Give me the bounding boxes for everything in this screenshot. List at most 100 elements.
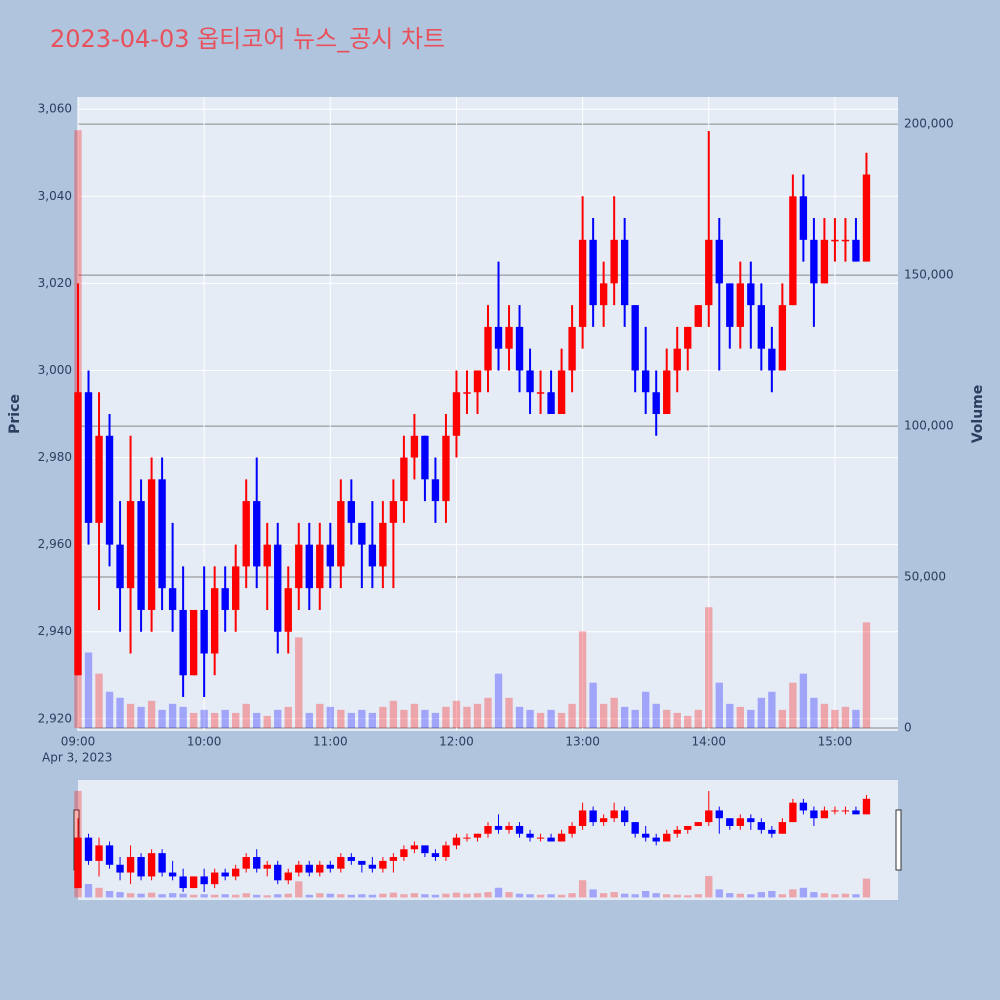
candle-body xyxy=(652,392,660,414)
slider-volume-bar xyxy=(778,894,787,898)
y-tick-label: 2,980 xyxy=(38,450,72,464)
candle-body xyxy=(189,609,198,676)
y-tick-label: 2,960 xyxy=(38,537,72,551)
candle-body xyxy=(126,501,135,589)
volume-bar xyxy=(852,709,860,728)
candle-body xyxy=(820,239,829,284)
slider-body xyxy=(831,810,839,812)
volume-bar xyxy=(305,712,313,728)
candle-body xyxy=(147,479,156,610)
slider-volume-bar xyxy=(326,893,334,898)
slider-body xyxy=(589,810,597,823)
candle-body xyxy=(673,348,681,371)
candle-body xyxy=(789,196,797,306)
slider-volume-bar xyxy=(610,892,618,898)
slider-body xyxy=(452,837,461,846)
candle-body xyxy=(221,588,229,610)
slider-volume-bar xyxy=(168,893,177,898)
slider-volume-bar xyxy=(810,892,818,898)
slider-body xyxy=(232,868,240,877)
candle-body xyxy=(589,239,597,306)
slider-volume-bar xyxy=(263,895,271,898)
slider-volume-bar xyxy=(736,893,744,898)
slider-body xyxy=(295,864,303,873)
slider-volume-bar xyxy=(726,893,734,898)
slider-volume-bar xyxy=(694,894,702,898)
slider-volume-bar xyxy=(652,893,660,898)
slider-volume-bar xyxy=(484,892,492,898)
volume-bar xyxy=(295,637,303,728)
slider-volume-bar xyxy=(463,893,471,898)
candle-body xyxy=(747,283,755,306)
slider-body xyxy=(862,798,871,815)
candle-body xyxy=(631,305,639,371)
slider-body xyxy=(484,825,492,834)
slider-body xyxy=(126,857,135,873)
volume-bar xyxy=(557,712,566,728)
volume-bar xyxy=(589,682,597,728)
slider-volume-bar xyxy=(663,894,671,898)
slider-volume-bar xyxy=(295,881,303,898)
candle-body xyxy=(841,239,850,242)
candle-body xyxy=(389,501,398,523)
slider-volume-bar xyxy=(358,894,366,898)
slider-volume-bar xyxy=(95,887,103,898)
candle-body xyxy=(105,435,114,545)
candle-body xyxy=(431,479,440,502)
slider-body xyxy=(705,810,713,823)
slider-volume-bar xyxy=(379,893,387,898)
slider-body xyxy=(557,833,566,842)
volume-bar xyxy=(210,712,219,728)
slider-volume-bar xyxy=(852,894,860,898)
volume-bar xyxy=(652,703,660,728)
candle-body xyxy=(137,501,145,610)
y2-tick-label: 0 xyxy=(904,720,912,734)
volume-bar xyxy=(200,709,208,728)
slider-body xyxy=(74,837,82,889)
volume-bar xyxy=(684,715,692,728)
volume-bar xyxy=(694,709,702,728)
slider-volume-bar xyxy=(799,887,808,898)
slider-volume-bar xyxy=(84,884,93,898)
volume-bar xyxy=(253,712,261,728)
candle-body xyxy=(831,239,839,242)
slider-volume-bar xyxy=(789,889,797,898)
candle-body xyxy=(95,435,103,523)
y2-tick-label: 50,000 xyxy=(904,570,946,584)
slider-body xyxy=(326,864,334,869)
candle-body xyxy=(705,239,713,306)
candle-body xyxy=(84,392,93,523)
slider-volume-bar xyxy=(274,894,282,898)
candle-body xyxy=(494,326,503,349)
volume-bar xyxy=(747,709,755,728)
slider-body xyxy=(242,857,250,869)
slider-body xyxy=(200,876,208,885)
volume-bar xyxy=(578,631,587,728)
candle-body xyxy=(663,370,671,414)
volume-bar xyxy=(610,697,618,728)
candle-body xyxy=(316,544,324,589)
volume-bar xyxy=(736,706,744,728)
slider-volume-bar xyxy=(515,893,524,898)
y-tick-label: 3,000 xyxy=(38,363,72,377)
y-tick-label: 2,920 xyxy=(38,711,72,725)
slider-handle[interactable] xyxy=(895,809,902,871)
slider-volume-bar xyxy=(158,894,166,898)
slider-body xyxy=(726,818,734,826)
slider-body xyxy=(316,864,324,873)
candle-body xyxy=(778,305,787,371)
volume-bar xyxy=(494,673,503,728)
candle-body xyxy=(484,326,492,371)
slider-volume-bar xyxy=(768,891,776,898)
x-tick-label: 14:00 xyxy=(691,735,726,749)
slider-body xyxy=(147,853,156,877)
slider-body xyxy=(620,810,629,823)
volume-bar xyxy=(137,706,145,728)
candle-body xyxy=(347,501,356,523)
candle-body xyxy=(684,326,692,349)
slider-body xyxy=(253,857,261,869)
volume-bar xyxy=(568,703,576,728)
volume-bar xyxy=(274,709,282,728)
slider-body xyxy=(421,845,429,854)
slider-volume-bar xyxy=(253,894,261,898)
